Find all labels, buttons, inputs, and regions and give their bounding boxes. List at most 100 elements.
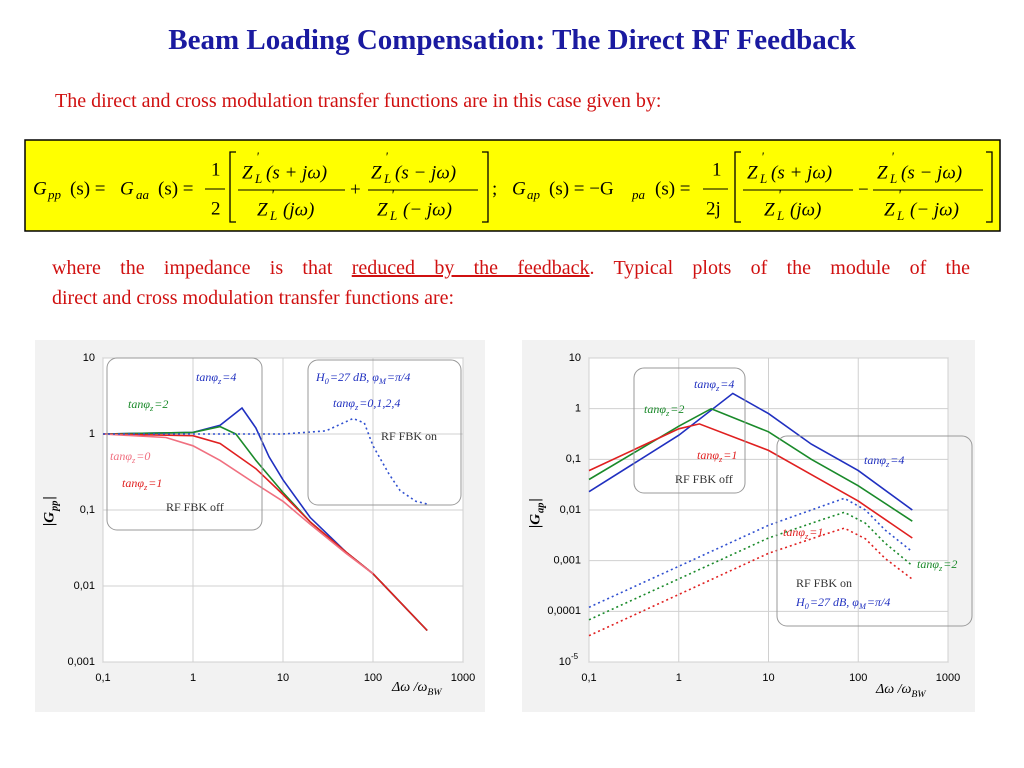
annotation: tanφ — [917, 557, 939, 571]
annotation: =27 dB, φ — [810, 595, 859, 609]
formula-token: Z — [884, 199, 895, 220]
annotation-box — [776, 435, 973, 627]
text: where the impedance is that — [52, 257, 352, 279]
formula-token: ' — [898, 187, 901, 202]
annotation: RF FBK on — [381, 429, 437, 443]
y-tick-label: 0,0001 — [547, 605, 581, 617]
formula-box — [24, 139, 1001, 232]
x-tick-label: 10 — [762, 672, 774, 684]
formula-token: L — [889, 171, 897, 186]
annotation: =4 — [890, 453, 904, 467]
formula-token: Z — [242, 162, 253, 183]
data-line — [588, 497, 913, 609]
x-axis-label: Δω /ω — [391, 680, 427, 695]
y-axis-label: |G — [527, 514, 543, 528]
formula-token: L — [759, 171, 767, 186]
formula-token: Z — [377, 199, 388, 220]
annotation: z — [804, 532, 809, 541]
formula-token: L — [254, 171, 262, 186]
formula-token: (s + jω) — [266, 162, 327, 183]
formula-token: (jω) — [283, 199, 314, 220]
formula-token: ' — [271, 187, 274, 202]
y-tick-label: 0,1 — [566, 453, 581, 465]
annotation: 0 — [805, 602, 810, 611]
x-tick-label: 0,1 — [581, 672, 596, 684]
formula-token: L — [389, 208, 397, 223]
formula-token: ap — [527, 187, 541, 202]
y-tick-label: 0,01 — [74, 580, 95, 592]
formula-token: Z — [877, 162, 888, 183]
x-tick-label: 100 — [849, 672, 867, 684]
formula: G pp (s) = G aa (s) = 1 2 Z ' L (s + jω)… — [33, 149, 993, 223]
formula-token: (s − jω) — [901, 162, 962, 183]
formula-token: (s − jω) — [395, 162, 456, 183]
annotation: =0,1,2,4 — [359, 396, 400, 410]
formula-token: ' — [385, 149, 388, 164]
annotation: tanφ — [694, 377, 716, 391]
y-axis-label: | — [527, 498, 543, 501]
annotation: z — [665, 409, 670, 418]
annotation-box — [106, 357, 263, 531]
annotation: z — [143, 483, 148, 492]
annotation: z — [715, 384, 720, 393]
y-tick-label: 10 — [559, 656, 571, 668]
y-tick-label: 0,01 — [560, 504, 581, 516]
annotation: tanφ — [864, 453, 886, 467]
annotation: RF FBK off — [166, 500, 224, 514]
formula-token: L — [896, 208, 904, 223]
y-axis-label: | — [41, 496, 57, 499]
annotation: =2 — [670, 402, 684, 416]
formula-token: pa — [631, 187, 646, 202]
annotation: 0 — [325, 377, 330, 386]
x-axis-label: BW — [911, 689, 926, 700]
formula-token: G — [33, 178, 47, 199]
annotation: z — [885, 460, 890, 469]
formula-token: Z — [257, 199, 268, 220]
formula-token: ' — [256, 149, 259, 164]
bracket — [482, 151, 489, 223]
x-axis-label: Δω /ω — [875, 682, 911, 697]
annotation: z — [131, 456, 136, 465]
annotation: tanφ — [783, 525, 805, 539]
paragraph-line: where the impedance is that reduced by t… — [52, 257, 970, 280]
formula-token: ' — [391, 187, 394, 202]
formula-token: (s) = — [655, 178, 691, 199]
formula-token: (− jω) — [910, 199, 959, 220]
formula-token: L — [776, 208, 784, 223]
x-tick-label: 1000 — [451, 672, 475, 684]
annotation: =1 — [723, 448, 737, 462]
y-tick-label-exponent: -5 — [571, 652, 579, 661]
formula-token: (s) = — [70, 178, 106, 199]
annotation: tanφ — [110, 449, 132, 463]
annotation: M — [378, 377, 387, 386]
annotation: =π/4 — [387, 370, 410, 384]
x-axis-label: BW — [427, 687, 442, 698]
annotation: =1 — [148, 476, 162, 490]
formula-token: 1 — [712, 159, 722, 180]
formula-token: (− jω) — [403, 199, 452, 220]
y-tick-label: 0,001 — [553, 555, 581, 567]
x-tick-label: 0,1 — [95, 672, 110, 684]
paragraph-line: direct and cross modulation transfer fun… — [52, 287, 455, 309]
annotation: RF FBK off — [675, 472, 733, 486]
slide-title: Beam Loading Compensation: The Direct RF… — [168, 24, 856, 56]
formula-token: Z — [371, 162, 382, 183]
formula-token: 2j — [706, 198, 721, 219]
annotation: H — [315, 370, 326, 384]
underlined-text: reduced by the feedback — [351, 257, 590, 279]
annotation: tanφ — [333, 396, 355, 410]
annotation: H — [795, 595, 806, 609]
annotation: z — [217, 377, 222, 386]
y-axis-label-group: |Gpp | — [41, 496, 60, 526]
annotation: =2 — [943, 557, 957, 571]
x-tick-label: 100 — [364, 672, 382, 684]
x-tick-label: 1 — [190, 672, 196, 684]
formula-token: pp — [47, 187, 62, 202]
bracket — [229, 151, 236, 223]
annotation-box — [307, 359, 462, 506]
annotation: =27 dB, φ — [330, 370, 379, 384]
annotation: RF FBK on — [796, 576, 852, 590]
x-tick-label: 1000 — [936, 672, 960, 684]
formula-token: (s + jω) — [771, 162, 832, 183]
